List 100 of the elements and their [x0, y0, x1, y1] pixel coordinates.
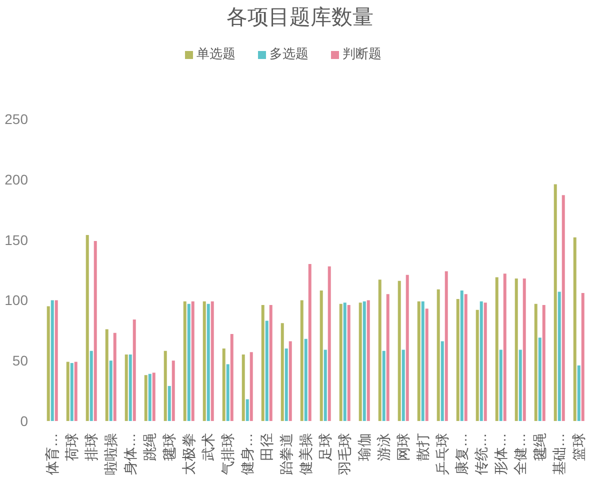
bar [534, 304, 538, 421]
bar [288, 341, 292, 421]
bar [499, 350, 502, 421]
bar [362, 301, 366, 421]
bar [538, 338, 542, 421]
bar [495, 277, 498, 421]
bar [522, 278, 526, 421]
bar [464, 294, 468, 421]
bar [46, 306, 50, 421]
x-tick-label: 形体… [492, 433, 508, 475]
x-tick-label: 篮球 [570, 433, 586, 461]
bar [558, 292, 561, 421]
bar [172, 360, 175, 421]
bar [460, 290, 464, 421]
bar [398, 280, 401, 421]
bar [577, 365, 580, 421]
bar [124, 354, 128, 421]
x-tick-label: 气排球 [219, 433, 236, 475]
bar [74, 362, 78, 421]
bar [226, 364, 230, 421]
bar [542, 305, 546, 421]
bar [50, 300, 54, 421]
bar [347, 305, 350, 421]
x-tick-label: 跆拳道 [278, 433, 294, 475]
x-tick-label: 荷球 [63, 433, 80, 461]
bar [128, 354, 132, 421]
bar [554, 184, 557, 421]
bar [324, 350, 327, 421]
y-tick-label: 200 [4, 171, 28, 188]
bar [456, 298, 460, 421]
x-tick-label: 排球 [82, 433, 99, 461]
y-tick-label: 250 [4, 110, 28, 127]
bar [402, 350, 405, 421]
bar [573, 237, 576, 421]
bar [265, 320, 268, 421]
bar [378, 280, 382, 421]
bar [113, 332, 116, 421]
bar [132, 320, 136, 421]
x-tick-label: 毽绳 [531, 433, 548, 461]
bar [514, 278, 518, 421]
y-tick-label: 0 [20, 412, 28, 429]
bar [206, 304, 210, 421]
bar [164, 350, 167, 421]
x-tick-label: 武术 [200, 433, 216, 461]
x-tick-label: 身体… [122, 433, 138, 475]
bar [54, 300, 58, 421]
bar [284, 348, 288, 421]
bar [86, 234, 89, 421]
bar [366, 300, 370, 421]
bar [382, 350, 386, 421]
bar [436, 289, 440, 421]
bar [484, 302, 487, 421]
bar [187, 304, 190, 421]
bar [358, 302, 362, 421]
bar [152, 372, 156, 421]
y-tick-label: 150 [4, 232, 28, 248]
bar [308, 264, 312, 421]
legend-label: 判断题 [342, 46, 382, 61]
x-tick-label: 基础… [550, 433, 567, 475]
bar [202, 301, 206, 421]
y-tick-label: 50 [12, 352, 28, 369]
x-tick-label: 羽毛球 [336, 433, 352, 476]
bar [168, 386, 171, 421]
bar [440, 341, 444, 421]
bar [148, 374, 152, 421]
x-tick-label: 传统… [472, 433, 489, 475]
bar [70, 363, 74, 421]
bar [90, 350, 93, 421]
bar [518, 350, 522, 421]
bar [222, 348, 226, 421]
legend-label: 多选题 [270, 46, 308, 61]
x-tick-label: 啦啦操 [102, 433, 118, 475]
x-tick-label: 太极拳 [180, 433, 196, 475]
x-tick-label: 乒乓球 [434, 433, 450, 475]
bar [386, 294, 390, 421]
bar [503, 274, 506, 421]
bar [269, 305, 272, 421]
bar [444, 271, 448, 421]
bar [191, 301, 194, 421]
x-tick-label: 健美操 [297, 433, 314, 475]
bar [105, 329, 108, 421]
bar [304, 338, 308, 421]
bar [242, 354, 245, 421]
x-tick-label: 跳绳 [141, 433, 158, 461]
bar [562, 195, 565, 421]
x-tick-label: 全健… [512, 433, 528, 475]
bar [328, 266, 331, 421]
bar [476, 310, 479, 421]
x-tick-label: 网球 [394, 433, 411, 461]
bar [581, 292, 584, 421]
bar [421, 301, 424, 421]
bar [94, 241, 97, 421]
x-tick-label: 游泳 [375, 433, 392, 461]
x-tick-label: 足球 [316, 433, 333, 461]
bar [417, 301, 420, 421]
bar [406, 274, 409, 421]
y-tick-label: 100 [4, 292, 28, 308]
x-tick-label: 毽球 [160, 433, 177, 461]
x-tick-label: 田径 [258, 433, 274, 461]
bar [230, 334, 234, 421]
